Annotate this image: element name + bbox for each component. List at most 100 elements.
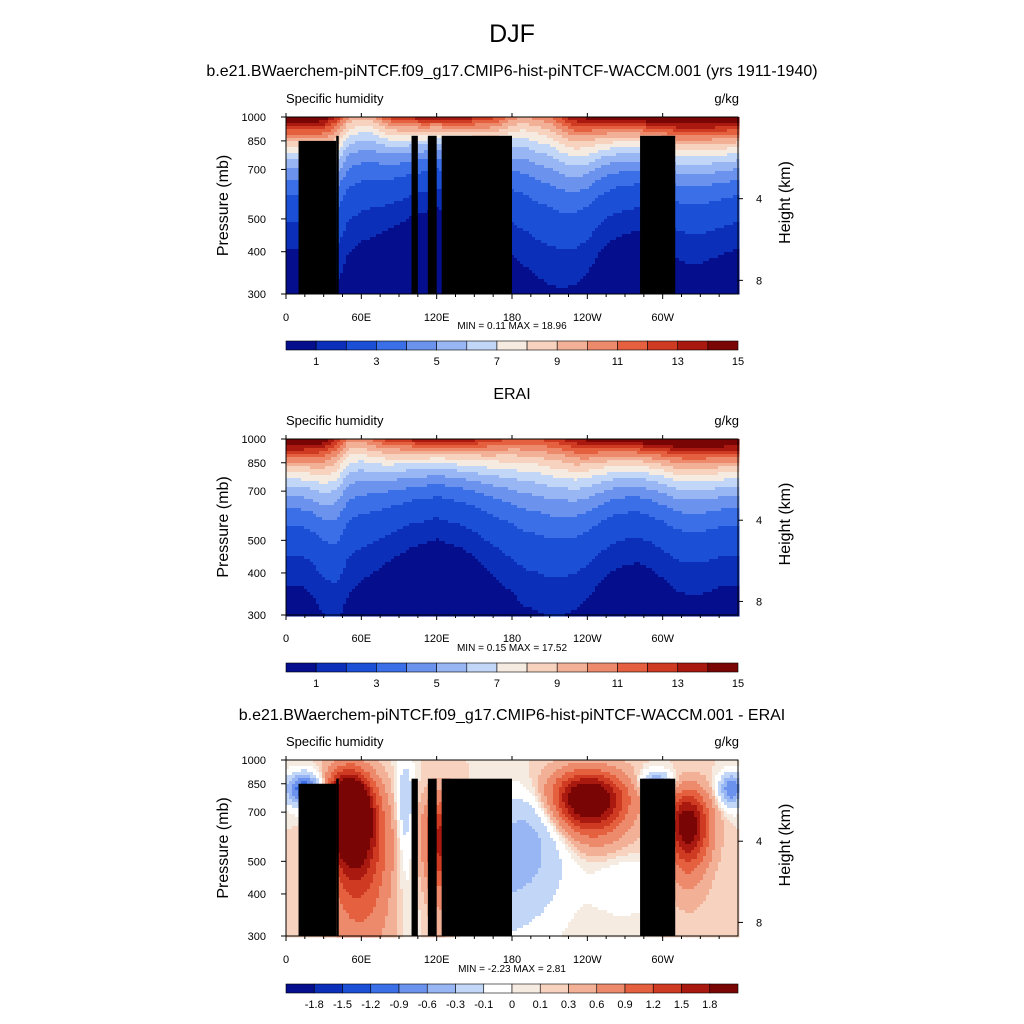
colorbar-swatch — [707, 662, 739, 673]
panel-1-min-max: MIN = 0.11 MAX = 18.96 — [457, 321, 567, 332]
y-right-tick-label: 8 — [756, 917, 762, 929]
y-axis-label-right: Height (km) — [777, 804, 794, 887]
colorbar-swatch — [342, 983, 372, 994]
colorbar-swatch — [617, 340, 648, 351]
colorbar-swatch — [313, 983, 343, 994]
colorbar-swatch — [345, 662, 377, 673]
y-tick-label: 300 — [248, 931, 266, 943]
panel-3-colorbar: -1.8 -1.5 -1.2 -0.9 -0.6 -0.3 -0.1 0 0.1 0.3 0.6 0.… — [285, 983, 739, 1011]
colorbar-swatch — [587, 340, 618, 351]
colorbar-swatch — [647, 662, 679, 673]
panel-1-topography-5 — [441, 135, 512, 294]
colorbar-swatch — [466, 340, 498, 351]
colorbar-label: 13 — [672, 678, 684, 690]
colorbar-swatch — [345, 340, 377, 351]
panel-3-topography-4 — [427, 778, 437, 936]
panel-2-colorbar: 1 3 5 7 9 11 13 15 — [285, 662, 744, 690]
colorbar-swatch — [617, 662, 648, 673]
colorbar-swatch — [285, 662, 317, 673]
colorbar-swatch — [315, 662, 347, 673]
colorbar-label: 7 — [494, 678, 500, 690]
panel-2-variable-label: Specific humidity — [286, 413, 384, 428]
x-tick-label: 60E — [352, 633, 372, 645]
x-tick-label: 0 — [283, 954, 289, 966]
y-tick-label: 500 — [248, 856, 266, 868]
y-right-tick-label: 4 — [756, 515, 762, 527]
colorbar-swatch — [315, 340, 347, 351]
colorbar-swatch — [568, 983, 598, 994]
y-right-tick-label: 8 — [756, 275, 762, 287]
colorbar-label: 1.8 — [702, 999, 717, 1011]
x-tick-label: 60E — [352, 312, 372, 324]
y-tick-label: 1000 — [242, 434, 266, 446]
colorbar-label: 11 — [612, 678, 623, 690]
colorbar-label: 11 — [612, 356, 623, 368]
colorbar-label: 0 — [509, 999, 515, 1011]
x-tick-label: 0 — [283, 312, 289, 324]
colorbar-swatch — [587, 662, 618, 673]
colorbar-swatch — [556, 340, 588, 351]
x-tick-label: 60E — [352, 954, 372, 966]
panel-3-topography-1 — [298, 783, 337, 936]
colorbar-swatch — [647, 340, 679, 351]
y-axis-label: Pressure (mb) — [215, 476, 232, 577]
y-tick-label: 500 — [248, 214, 266, 226]
colorbar-swatch — [556, 662, 588, 673]
y-tick-label: 850 — [248, 458, 266, 470]
panel-3-topography-2 — [336, 778, 339, 936]
figure-title: DJF — [489, 20, 535, 48]
y-tick-label: 400 — [248, 568, 266, 580]
colorbar-label: -0.1 — [474, 999, 493, 1011]
colorbar-label: -0.3 — [446, 999, 465, 1011]
colorbar-swatch — [455, 983, 485, 994]
colorbar-swatch — [406, 340, 437, 351]
colorbar-label: 1 — [313, 356, 319, 368]
panel-1-topography-6 — [640, 135, 676, 294]
colorbar-label: -1.5 — [333, 999, 352, 1011]
colorbar-label: 0.9 — [617, 999, 632, 1011]
colorbar-swatch — [376, 340, 407, 351]
x-tick-label: 60W — [651, 312, 674, 324]
panel-3-min-max: MIN = -2.23 MAX = 2.81 — [458, 964, 566, 975]
y-right-tick-label: 8 — [756, 596, 762, 608]
y-tick-label: 300 — [248, 610, 266, 622]
x-tick-label: 120W — [573, 954, 602, 966]
colorbar-swatch — [681, 983, 711, 994]
colorbar-swatch — [526, 662, 558, 673]
y-tick-label: 700 — [248, 486, 266, 498]
y-tick-label: 1000 — [242, 755, 266, 767]
y-tick-label: 700 — [248, 164, 266, 176]
y-right-tick-label: 4 — [756, 836, 762, 848]
colorbar-swatch — [370, 983, 400, 994]
y-tick-label: 400 — [248, 889, 266, 901]
colorbar-label: 3 — [373, 678, 379, 690]
panel-1-topography-3 — [411, 135, 418, 294]
y-axis-label-right: Height (km) — [777, 161, 794, 244]
panel-2-field — [286, 439, 740, 617]
panel-3-variable-label: Specific humidity — [286, 734, 384, 749]
colorbar-swatch — [496, 340, 528, 351]
y-tick-label: 500 — [248, 535, 266, 547]
colorbar-label: 5 — [434, 356, 440, 368]
panel-3-topography-5 — [441, 778, 512, 936]
colorbar-label: 0.3 — [561, 999, 576, 1011]
colorbar-label: 1 — [313, 678, 319, 690]
y-tick-label: 850 — [248, 779, 266, 791]
y-tick-label: 850 — [248, 136, 266, 148]
colorbar-swatch — [709, 983, 739, 994]
colorbar-swatch — [677, 662, 709, 673]
panel-3-units-label: g/kg — [714, 734, 739, 749]
colorbar-label: 1.5 — [674, 999, 689, 1011]
colorbar-swatch — [652, 983, 682, 994]
x-tick-label: 0 — [283, 633, 289, 645]
x-tick-label: 60W — [651, 954, 674, 966]
colorbar-swatch — [539, 983, 569, 994]
y-tick-label: 400 — [248, 247, 266, 259]
colorbar-label: 0.6 — [589, 999, 604, 1011]
colorbar-swatch — [436, 340, 468, 351]
panel-3-topography-6 — [640, 778, 676, 936]
x-tick-label: 180 — [503, 633, 521, 645]
colorbar-label: -1.8 — [305, 999, 324, 1011]
y-axis-label: Pressure (mb) — [215, 155, 232, 256]
